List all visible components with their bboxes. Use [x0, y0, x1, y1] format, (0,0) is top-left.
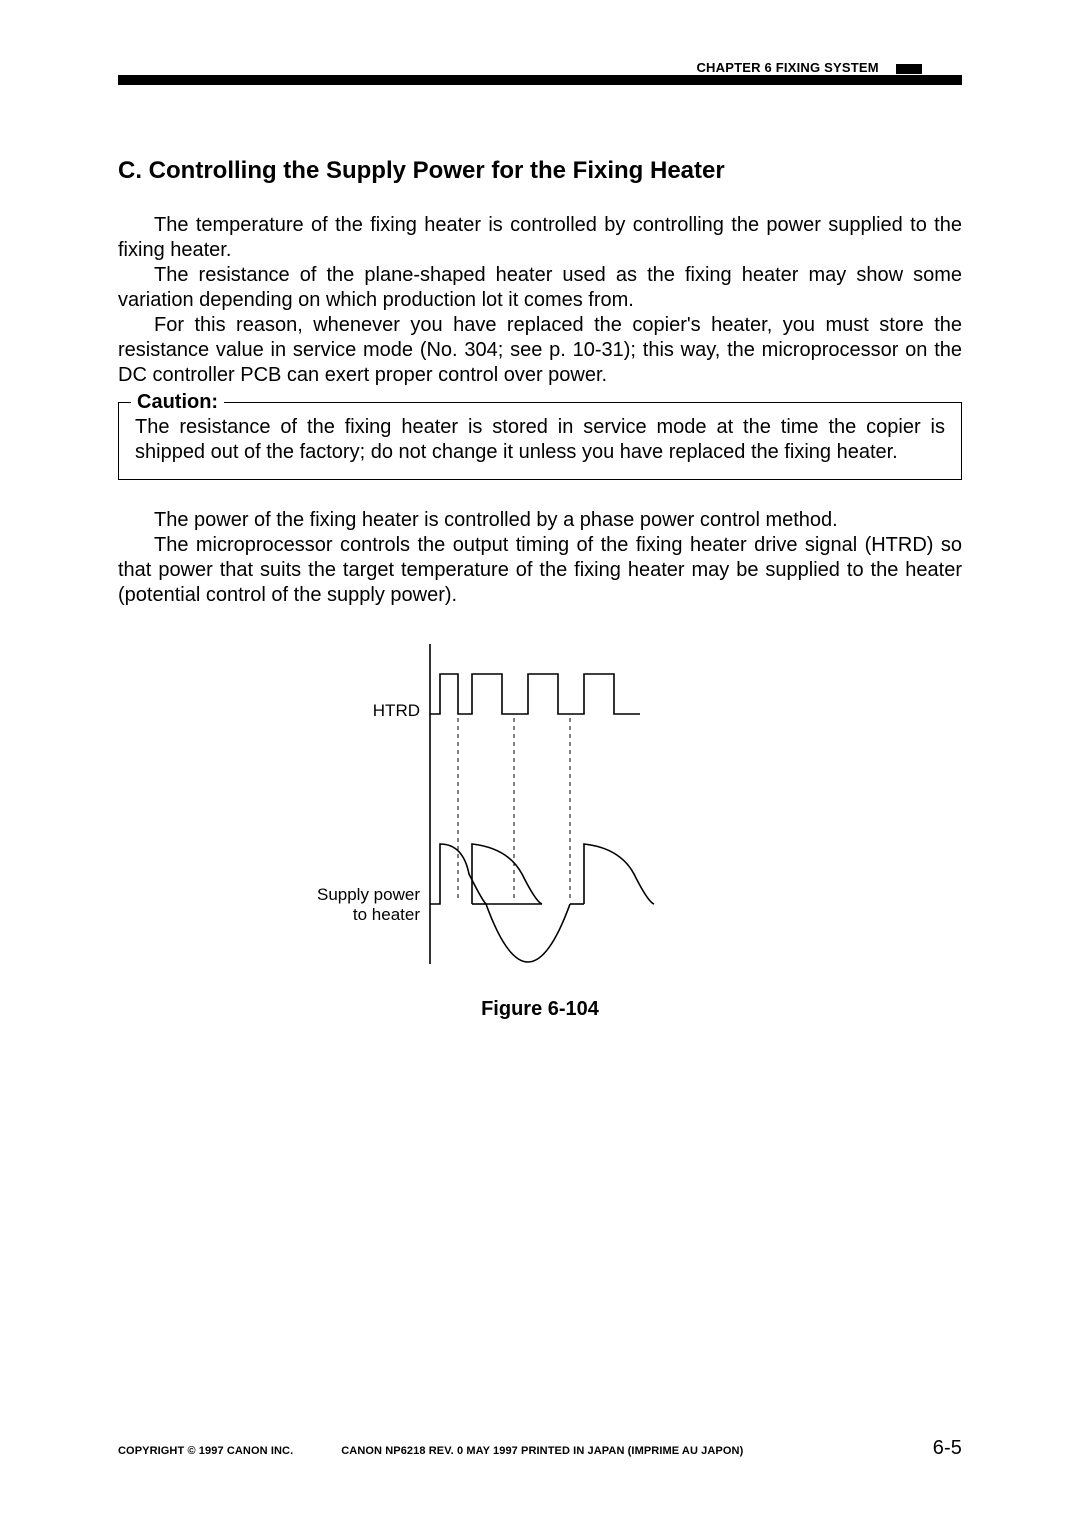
figure-caption: Figure 6-104 — [118, 998, 962, 1021]
paragraph-5: The microprocessor controls the output t… — [118, 533, 962, 608]
header-rule — [118, 75, 962, 85]
header-end-block — [896, 64, 922, 74]
timing-diagram: HTRD Supply powerto heater — [280, 644, 800, 974]
body-block-2: The power of the fixing heater is contro… — [118, 508, 962, 608]
svg-text:Supply power: Supply power — [317, 885, 420, 904]
caution-text: The resistance of the fixing heater is s… — [135, 415, 945, 465]
paragraph-1: The temperature of the fixing heater is … — [118, 213, 962, 263]
chapter-label-text: CHAPTER 6 FIXING SYSTEM — [696, 60, 878, 75]
paragraph-4: The power of the fixing heater is contro… — [118, 508, 962, 533]
caution-box: Caution: The resistance of the fixing he… — [118, 402, 962, 480]
section-title: C. Controlling the Supply Power for the … — [118, 157, 962, 185]
page-footer: COPYRIGHT © 1997 CANON INC. CANON NP6218… — [118, 1437, 962, 1460]
footer-imprint: CANON NP6218 REV. 0 MAY 1997 PRINTED IN … — [293, 1445, 933, 1457]
svg-text:HTRD: HTRD — [373, 701, 420, 720]
svg-text:to heater: to heater — [353, 905, 420, 924]
body-block-1: The temperature of the fixing heater is … — [118, 213, 962, 388]
page-content: CHAPTER 6 FIXING SYSTEM C. Controlling t… — [118, 82, 962, 1021]
chapter-label: CHAPTER 6 FIXING SYSTEM — [118, 60, 962, 75]
footer-page-number: 6-5 — [933, 1437, 962, 1460]
paragraph-2: The resistance of the plane-shaped heate… — [118, 263, 962, 313]
footer-copyright: COPYRIGHT © 1997 CANON INC. — [118, 1445, 293, 1457]
figure-wrap: HTRD Supply powerto heater Figure 6-104 — [118, 644, 962, 1021]
caution-legend: Caution: — [131, 391, 224, 414]
paragraph-3: For this reason, whenever you have repla… — [118, 313, 962, 388]
